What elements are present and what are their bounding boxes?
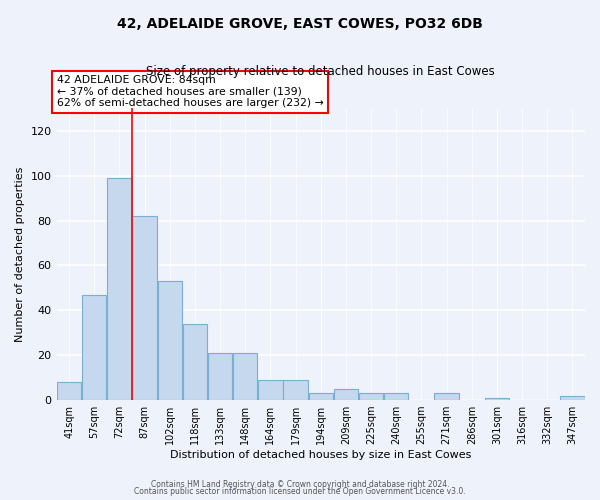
- X-axis label: Distribution of detached houses by size in East Cowes: Distribution of detached houses by size …: [170, 450, 472, 460]
- Bar: [82, 294, 106, 400]
- Bar: [208, 353, 232, 400]
- Text: 42, ADELAIDE GROVE, EAST COWES, PO32 6DB: 42, ADELAIDE GROVE, EAST COWES, PO32 6DB: [117, 18, 483, 32]
- Bar: [283, 380, 308, 400]
- Bar: [485, 398, 509, 400]
- Text: Contains public sector information licensed under the Open Government Licence v3: Contains public sector information licen…: [134, 487, 466, 496]
- Bar: [434, 394, 459, 400]
- Bar: [133, 216, 157, 400]
- Y-axis label: Number of detached properties: Number of detached properties: [15, 166, 25, 342]
- Bar: [158, 281, 182, 400]
- Text: Contains HM Land Registry data © Crown copyright and database right 2024.: Contains HM Land Registry data © Crown c…: [151, 480, 449, 489]
- Bar: [359, 394, 383, 400]
- Bar: [308, 394, 333, 400]
- Title: Size of property relative to detached houses in East Cowes: Size of property relative to detached ho…: [146, 65, 495, 78]
- Bar: [258, 380, 283, 400]
- Bar: [57, 382, 82, 400]
- Bar: [560, 396, 584, 400]
- Bar: [334, 389, 358, 400]
- Bar: [233, 353, 257, 400]
- Bar: [107, 178, 131, 400]
- Bar: [183, 324, 207, 400]
- Text: 42 ADELAIDE GROVE: 84sqm
← 37% of detached houses are smaller (139)
62% of semi-: 42 ADELAIDE GROVE: 84sqm ← 37% of detach…: [56, 75, 323, 108]
- Bar: [384, 394, 409, 400]
